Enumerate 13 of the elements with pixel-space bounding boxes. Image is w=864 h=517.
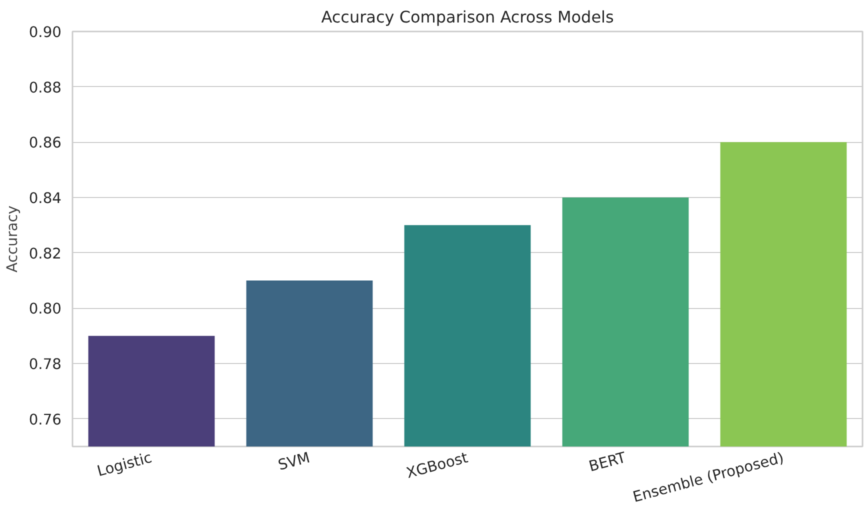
- y-tick-label: 0.82: [28, 245, 62, 262]
- y-tick-label: 0.86: [28, 134, 62, 152]
- y-tick-label: 0.90: [28, 24, 62, 41]
- y-tick-label: 0.84: [28, 190, 62, 207]
- x-tick-label: BERT: [587, 449, 628, 476]
- x-tick-label: Logistic: [95, 449, 154, 480]
- x-tick-label: SVM: [276, 449, 312, 474]
- y-tick-label: 0.80: [28, 300, 62, 318]
- y-axis-title: Accuracy: [4, 205, 21, 272]
- y-tick-label: 0.78: [28, 356, 62, 373]
- chart-title: Accuracy Comparison Across Models: [321, 8, 614, 26]
- y-tick-label: 0.88: [28, 79, 62, 96]
- y-tick-label: 0.76: [28, 411, 62, 428]
